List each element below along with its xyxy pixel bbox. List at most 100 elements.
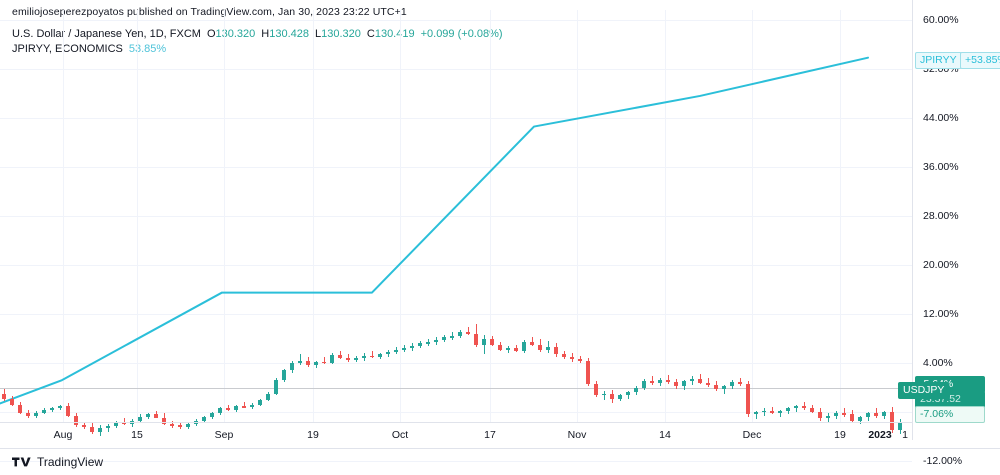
candlestick-body bbox=[634, 387, 638, 393]
candlestick-body bbox=[58, 405, 62, 409]
candlestick-wick bbox=[699, 374, 701, 384]
candlestick-wick bbox=[371, 351, 373, 359]
candlestick-body bbox=[482, 338, 486, 345]
candlestick-body bbox=[10, 399, 14, 406]
footer-bar: TradingView bbox=[0, 448, 1000, 475]
attribution-text: emiliojoseperezpoyatos published on Trad… bbox=[12, 6, 407, 18]
candlestick-body bbox=[314, 361, 318, 366]
candlestick-wick bbox=[299, 354, 301, 366]
candlestick-body bbox=[34, 412, 38, 416]
chart-plot-area[interactable] bbox=[0, 10, 912, 462]
candlestick-wick bbox=[723, 385, 725, 394]
candlestick-body bbox=[298, 360, 302, 363]
candlestick-body bbox=[474, 333, 478, 345]
candlestick-body bbox=[778, 411, 782, 414]
candlestick-body bbox=[866, 413, 870, 417]
candlestick-body bbox=[394, 349, 398, 352]
candlestick-body bbox=[714, 385, 718, 389]
candlestick-body bbox=[538, 344, 542, 350]
time-axis-tick: 19 bbox=[834, 429, 846, 441]
candlestick-body bbox=[170, 424, 174, 426]
candlestick-body bbox=[730, 381, 734, 387]
legend-close-value: 130.419 bbox=[374, 28, 415, 40]
candlestick-body bbox=[2, 393, 6, 400]
candlestick-body bbox=[786, 408, 790, 412]
time-axis-tick: Oct bbox=[391, 429, 409, 441]
candlestick-body bbox=[594, 383, 598, 395]
candlestick-body bbox=[826, 415, 830, 419]
candlestick-wick bbox=[123, 418, 125, 426]
candlestick-body bbox=[450, 336, 454, 338]
tradingview-brand-label: TradingView bbox=[37, 455, 104, 469]
candlestick-body bbox=[898, 422, 902, 431]
jpiryy-line-series bbox=[0, 56, 869, 405]
candlestick-body bbox=[458, 332, 462, 337]
candlestick-body bbox=[114, 422, 118, 427]
gridline-horizontal bbox=[0, 265, 912, 266]
candlestick-body bbox=[122, 422, 126, 425]
usdjpy-series-label: USDJPY bbox=[898, 382, 950, 399]
legend-row-primary[interactable]: U.S. Dollar / Japanese Yen, 1D, FXCM O 1… bbox=[12, 27, 503, 42]
candlestick-body bbox=[578, 359, 582, 361]
candlestick-body bbox=[802, 405, 806, 409]
candlestick-wick bbox=[875, 408, 877, 419]
legend-open-value: 130.320 bbox=[215, 28, 256, 40]
legend-change-value: +0.099 (+0.08%) bbox=[420, 28, 503, 40]
candlestick-body bbox=[50, 408, 54, 410]
candlestick-wick bbox=[651, 376, 653, 386]
candlestick-body bbox=[754, 412, 758, 415]
candlestick-body bbox=[650, 381, 654, 383]
usdjpy-badge-alt-value: -7.06% bbox=[915, 406, 985, 423]
candlestick-body bbox=[698, 378, 702, 383]
time-axis-tick: 14 bbox=[659, 429, 671, 441]
candlestick-body bbox=[834, 413, 838, 416]
candlestick-body bbox=[218, 408, 222, 414]
candlestick-body bbox=[258, 399, 262, 405]
gridline-horizontal bbox=[0, 216, 912, 217]
candlestick-body bbox=[498, 344, 502, 350]
time-axis-tick: Dec bbox=[742, 429, 762, 441]
candlestick-body bbox=[186, 424, 190, 427]
gridline-horizontal bbox=[0, 314, 912, 315]
candlestick-wick bbox=[755, 410, 757, 420]
candlestick-body bbox=[746, 384, 750, 415]
candlestick-wick bbox=[843, 408, 845, 417]
candlestick-body bbox=[466, 332, 470, 334]
candlestick-wick bbox=[707, 377, 709, 388]
legend-symbol: U.S. Dollar / Japanese Yen, 1D, FXCM bbox=[12, 28, 201, 40]
candlestick-wick bbox=[467, 327, 469, 335]
candlestick-body bbox=[162, 417, 166, 425]
candlestick-body bbox=[506, 348, 510, 350]
candlestick-body bbox=[858, 416, 862, 421]
candlestick-body bbox=[562, 354, 566, 357]
gridline-horizontal bbox=[0, 363, 912, 364]
legend-close-key: C bbox=[366, 28, 375, 40]
candlestick-body bbox=[362, 355, 366, 359]
time-axis[interactable]: Aug 15 Sep 19 Oct 17 Nov 14 Dec 19 2023 1 bbox=[0, 422, 912, 449]
candlestick-body bbox=[762, 410, 766, 413]
candlestick-body bbox=[402, 348, 406, 350]
gridline-horizontal bbox=[0, 167, 912, 168]
time-axis-tick: 1 bbox=[902, 429, 908, 441]
price-axis-tick: 28.00% bbox=[923, 210, 959, 222]
candlestick-body bbox=[274, 380, 278, 394]
candlestick-body bbox=[226, 408, 230, 410]
candlestick-body bbox=[90, 427, 94, 433]
chart-legend: U.S. Dollar / Japanese Yen, 1D, FXCM O 1… bbox=[12, 27, 503, 57]
candlestick-body bbox=[178, 425, 182, 427]
tradingview-brand[interactable]: TradingView bbox=[12, 455, 103, 469]
candlestick-body bbox=[690, 378, 694, 382]
legend-row-secondary[interactable]: JPIRYY, ECONOMICS 53.85% bbox=[12, 42, 503, 57]
candlestick-body bbox=[530, 342, 534, 345]
candlestick-body bbox=[26, 413, 30, 416]
price-axis[interactable]: 60.00% 52.00% 44.00% 36.00% 28.00% 20.00% 12.0… bbox=[912, 0, 1000, 467]
candlestick-body bbox=[442, 337, 446, 340]
candlestick-body bbox=[202, 416, 206, 421]
candlestick-wick bbox=[803, 402, 805, 410]
candlestick-body bbox=[722, 386, 726, 389]
candlestick-body bbox=[810, 408, 814, 412]
candlestick-body bbox=[66, 405, 70, 416]
candlestick-body bbox=[666, 380, 670, 382]
candlestick-body bbox=[74, 415, 78, 425]
candlestick-body bbox=[490, 338, 494, 345]
